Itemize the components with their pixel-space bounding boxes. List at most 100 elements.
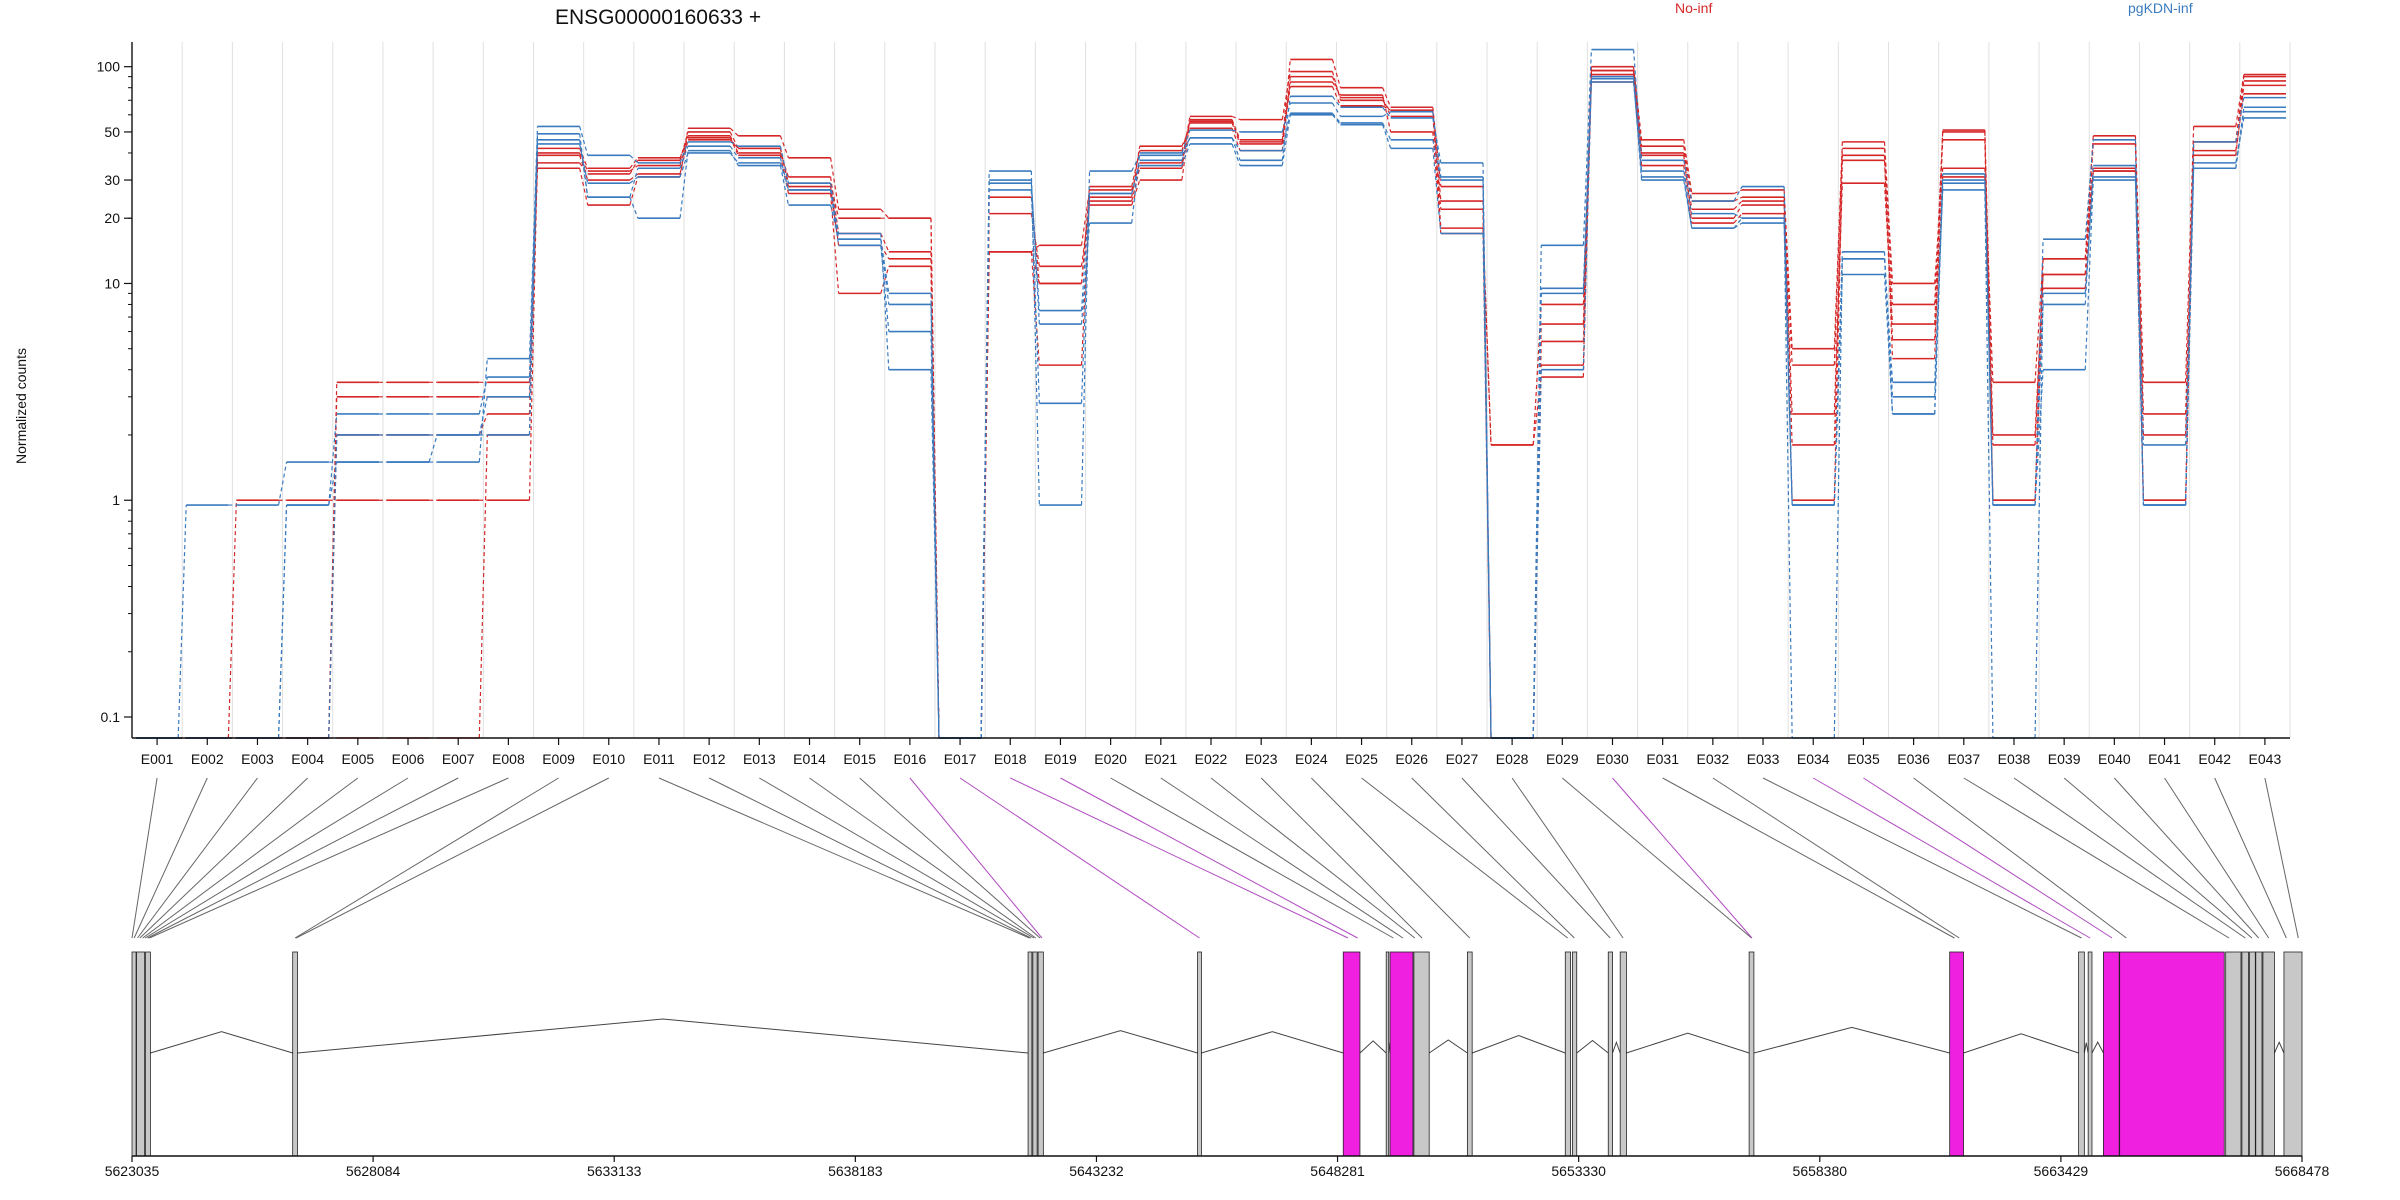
x-tick-label: E043 [2249, 751, 2282, 767]
series-connector [1934, 180, 1944, 397]
de-exon-block [1949, 951, 1964, 1157]
x-tick-label: E004 [291, 751, 324, 767]
x-tick-label: E023 [1245, 751, 1278, 767]
intron-line [1626, 1032, 1750, 1054]
genomic-tick-label: 5663429 [2034, 1163, 2089, 1179]
series-connector [1833, 155, 1843, 445]
series-connector [629, 176, 639, 206]
x-tick-label: E035 [1847, 751, 1880, 767]
x-tick-label: E010 [592, 751, 625, 767]
series-connector [1231, 128, 1241, 151]
series-connector [729, 141, 739, 147]
series-connector [1984, 189, 1994, 739]
series-connector [1030, 180, 1040, 325]
series-connector [1783, 223, 1793, 506]
intron-line [297, 1018, 1029, 1054]
series-connector [679, 141, 689, 164]
series-connector [1181, 119, 1191, 169]
series-connector [1733, 200, 1743, 210]
x-tick-label: E003 [241, 751, 274, 767]
series-connector [1231, 137, 1241, 151]
exon-connector [2013, 777, 2246, 939]
x-tick-label: E017 [944, 751, 977, 767]
series-connector [779, 152, 790, 178]
exon-block [1037, 951, 1044, 1157]
x-tick-label: E015 [843, 751, 876, 767]
exon-connector [909, 777, 1043, 939]
x-tick-label: E005 [341, 751, 374, 767]
series-connector [1833, 160, 1843, 501]
series-connector [629, 159, 639, 175]
x-tick-label: E006 [392, 751, 425, 767]
x-tick-label: E025 [1345, 751, 1378, 767]
intron-line [1201, 1031, 1344, 1054]
series-connector [2084, 165, 2094, 305]
series-connector [2134, 176, 2145, 445]
series-connector [1934, 130, 1944, 359]
series-connector [177, 505, 187, 739]
series-connector [2185, 168, 2195, 506]
series-connector [2034, 304, 2044, 506]
series-no-inf [136, 70, 2286, 739]
series-connector [1984, 183, 1994, 506]
exon-block [1466, 951, 1473, 1157]
exon-block [136, 951, 146, 1157]
exon-block [1385, 951, 1390, 1157]
series-connector [880, 245, 890, 332]
grid-lines [131, 42, 2291, 738]
series-connector [629, 196, 639, 219]
genomic-tick-label: 5643232 [1069, 1163, 1124, 1179]
exon-connector [1963, 777, 2230, 939]
series-connector [1733, 196, 1743, 202]
genomic-tick-label: 5658380 [1793, 1163, 1848, 1179]
genomic-tick-label: 5633133 [587, 1163, 642, 1179]
series-connector [1382, 105, 1391, 111]
series-connector [1231, 119, 1241, 141]
x-tick-label: E032 [1697, 751, 1730, 767]
x-tick-label: E012 [693, 751, 726, 767]
exon-block [1748, 951, 1755, 1157]
x-tick-label: E033 [1747, 751, 1780, 767]
exon-connector [1712, 777, 1960, 939]
series-connector [679, 135, 689, 166]
series-connector [1331, 59, 1342, 88]
exon-connector [2113, 777, 2260, 939]
series-connector [1181, 143, 1191, 166]
series-connector [1783, 218, 1793, 506]
series-connector [1783, 218, 1793, 739]
x-tick-label: E002 [191, 751, 224, 767]
exon-block [1607, 951, 1613, 1157]
series-connector [1281, 113, 1291, 151]
x-tick-label: E001 [141, 751, 174, 767]
series-pgkdn-inf [136, 75, 2286, 739]
series-connector [1683, 179, 1693, 229]
exon-block [2283, 951, 2303, 1157]
series-connector [1181, 137, 1191, 161]
series-connector [829, 157, 840, 210]
series-connector [1883, 274, 1894, 415]
series-connector [629, 154, 639, 164]
exon-connector [1210, 777, 1416, 939]
series-connector [1432, 110, 1442, 229]
series-connector [2235, 76, 2245, 142]
exon-block [1564, 951, 1571, 1157]
series-connector [1733, 213, 1743, 219]
series-connector [679, 139, 689, 175]
series-connector [1030, 183, 1040, 311]
series-connector [729, 139, 739, 149]
exon-connector [1812, 777, 2091, 939]
exon-connector [142, 777, 359, 939]
de-exon-block [1389, 951, 1414, 1157]
series-connector [328, 461, 338, 506]
series-connector [880, 233, 890, 253]
intron-line [1471, 1035, 1566, 1054]
genomic-tick-label: 5638183 [828, 1163, 883, 1179]
exon-connector [1260, 777, 1423, 939]
series-connector [1281, 114, 1291, 166]
x-tick-label: E014 [793, 751, 826, 767]
intron-line [2083, 1042, 2089, 1054]
series-connector [1632, 81, 1643, 156]
series-connector [579, 155, 589, 181]
exon-connector [2214, 777, 2287, 939]
series-connector [1331, 102, 1341, 117]
